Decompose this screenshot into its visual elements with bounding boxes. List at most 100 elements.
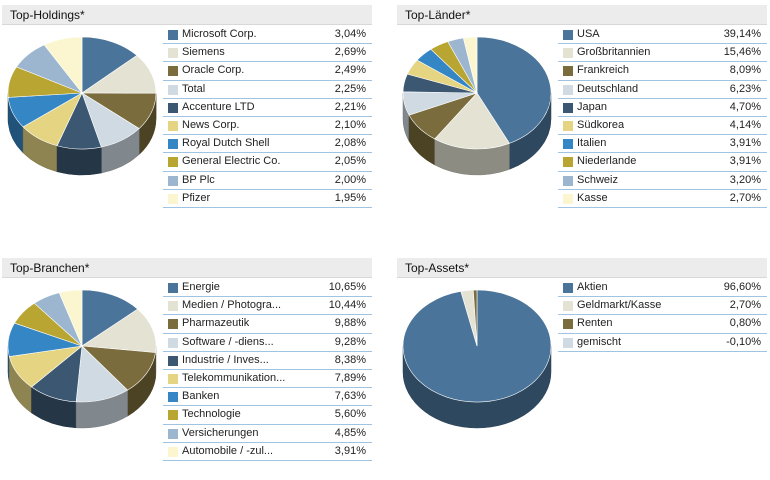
- pie-slice: [462, 36, 478, 94]
- legend-label: Technologie: [182, 408, 241, 421]
- legend-row: News Corp. 2,10%: [163, 117, 372, 136]
- legend-swatch: [168, 355, 178, 366]
- legend-value: 3,91%: [729, 137, 761, 150]
- legend-row: Japan 4,70%: [558, 99, 767, 117]
- legend-label: Oracle Corp.: [182, 64, 245, 77]
- legend-swatch: [168, 373, 178, 384]
- holdings-panel: Top-Holdings* Microsoft Corp. 3,04% Siemen…: [2, 5, 372, 225]
- legend-label: gemischt: [577, 335, 622, 348]
- legend-label: Südkorea: [577, 118, 625, 131]
- legend-row: Siemens 2,69%: [163, 44, 372, 63]
- legend-row: Automobile / -zul... 3,91%: [163, 443, 372, 461]
- legend-swatch: [563, 337, 573, 348]
- pie-slice: [81, 36, 138, 94]
- legend-swatch: [168, 102, 178, 113]
- legend-label: Telekommunikation...: [182, 371, 286, 384]
- legend-row: gemischt -0,10%: [558, 334, 767, 352]
- legend-swatch: [168, 48, 178, 59]
- legend-label: Industrie / Inves...: [182, 353, 269, 366]
- assets-legend: Aktien 96,60% Geldmarkt/Kasse 2,70% Renten 0,…: [558, 279, 767, 352]
- panel-title: Top-Assets*: [397, 258, 767, 278]
- legend-label: News Corp.: [182, 118, 240, 131]
- legend-row: USA 39,14%: [558, 26, 767, 45]
- legend-swatch: [168, 392, 178, 403]
- legend-value: 7,63%: [334, 390, 366, 403]
- legend-row: Aktien 96,60%: [558, 279, 767, 298]
- legend-swatch: [168, 283, 178, 293]
- legend-row: Pharmazeutik 9,88%: [163, 315, 372, 334]
- legend-value: 9,88%: [334, 317, 366, 330]
- legend-row: Medien / Photogra... 10,44%: [163, 297, 372, 316]
- legend-label: USA: [577, 28, 600, 40]
- assets-pie-chart: [402, 289, 552, 429]
- legend-row: Accenture LTD 2,21%: [163, 99, 372, 117]
- pie-slice-side: [56, 145, 102, 176]
- legend-swatch: [168, 337, 178, 348]
- legend-swatch: [563, 319, 573, 330]
- legend-label: Medien / Photogra...: [182, 299, 282, 312]
- sectors-legend: Energie 10,65% Medien / Photogra... 10,44% P…: [163, 279, 372, 461]
- legend-value: 1,95%: [334, 191, 366, 204]
- legend-row: Frankreich 8,09%: [558, 62, 767, 81]
- legend-label: Aktien: [577, 281, 608, 293]
- legend-row: Großbritannien 15,46%: [558, 44, 767, 63]
- legend-label: Automobile / -zul...: [182, 444, 274, 457]
- legend-label: Frankreich: [577, 64, 629, 77]
- legend-row: Software / -diens... 9,28%: [163, 334, 372, 352]
- legend-value: 8,09%: [729, 64, 761, 77]
- legend-swatch: [563, 157, 573, 168]
- legend-value: 8,38%: [334, 353, 366, 366]
- legend-row: Pfizer 1,95%: [163, 190, 372, 208]
- legend-label: Banken: [182, 390, 220, 403]
- legend-swatch: [168, 428, 178, 439]
- legend-value: 2,08%: [334, 137, 366, 150]
- pie-slice: [472, 289, 478, 347]
- legend-value: 3,91%: [729, 155, 761, 168]
- legend-value: 10,65%: [328, 281, 366, 293]
- legend-label: Siemens: [182, 46, 225, 59]
- legend-value: 2,25%: [334, 82, 366, 95]
- legend-value: 6,23%: [729, 82, 761, 95]
- legend-label: Pfizer: [182, 191, 211, 204]
- sectors-panel: Top-Branchen* Energie 10,65% Medien / Phot…: [2, 258, 372, 478]
- legend-swatch: [563, 120, 573, 131]
- legend-label: Italien: [577, 137, 607, 150]
- legend-value: 2,70%: [729, 191, 761, 204]
- legend-label: Schweiz: [577, 173, 618, 186]
- panel-title: Top-Länder*: [397, 5, 767, 25]
- legend-swatch: [168, 120, 178, 131]
- legend-value: 3,04%: [334, 28, 366, 40]
- pie-slice: [81, 308, 157, 353]
- legend-value: 3,91%: [334, 444, 366, 457]
- legend-label: Accenture LTD: [182, 100, 255, 113]
- legend-row: Oracle Corp. 2,49%: [163, 62, 372, 81]
- pie-slice: [434, 92, 510, 150]
- legend-value: 2,10%: [334, 118, 366, 131]
- legend-label: Total: [182, 82, 206, 95]
- legend-value: 39,14%: [723, 28, 761, 40]
- legend-value: 15,46%: [723, 46, 761, 59]
- legend-swatch: [168, 301, 178, 312]
- legend-label: Pharmazeutik: [182, 317, 250, 330]
- pie-slice: [43, 36, 83, 94]
- pie-slice: [58, 289, 83, 347]
- legend-row: Deutschland 6,23%: [558, 81, 767, 99]
- legend-row: Versicherungen 4,85%: [163, 425, 372, 443]
- holdings-pie-chart: [7, 36, 157, 176]
- legend-label: Deutschland: [577, 82, 639, 95]
- legend-swatch: [563, 193, 573, 204]
- legend-label: Energie: [182, 281, 220, 293]
- legend-value: 2,05%: [334, 155, 366, 168]
- panel-title: Top-Branchen*: [2, 258, 372, 278]
- legend-value: 2,49%: [334, 64, 366, 77]
- legend-value: 2,70%: [729, 299, 761, 312]
- legend-row: Total 2,25%: [163, 81, 372, 99]
- legend-swatch: [168, 319, 178, 330]
- legend-label: Versicherungen: [182, 426, 259, 439]
- legend-value: 10,44%: [328, 299, 366, 312]
- legend-swatch: [168, 157, 178, 168]
- legend-swatch: [168, 84, 178, 95]
- legend-value: 7,89%: [334, 371, 366, 384]
- legend-label: Großbritannien: [577, 46, 651, 59]
- legend-row: Royal Dutch Shell 2,08%: [163, 135, 372, 154]
